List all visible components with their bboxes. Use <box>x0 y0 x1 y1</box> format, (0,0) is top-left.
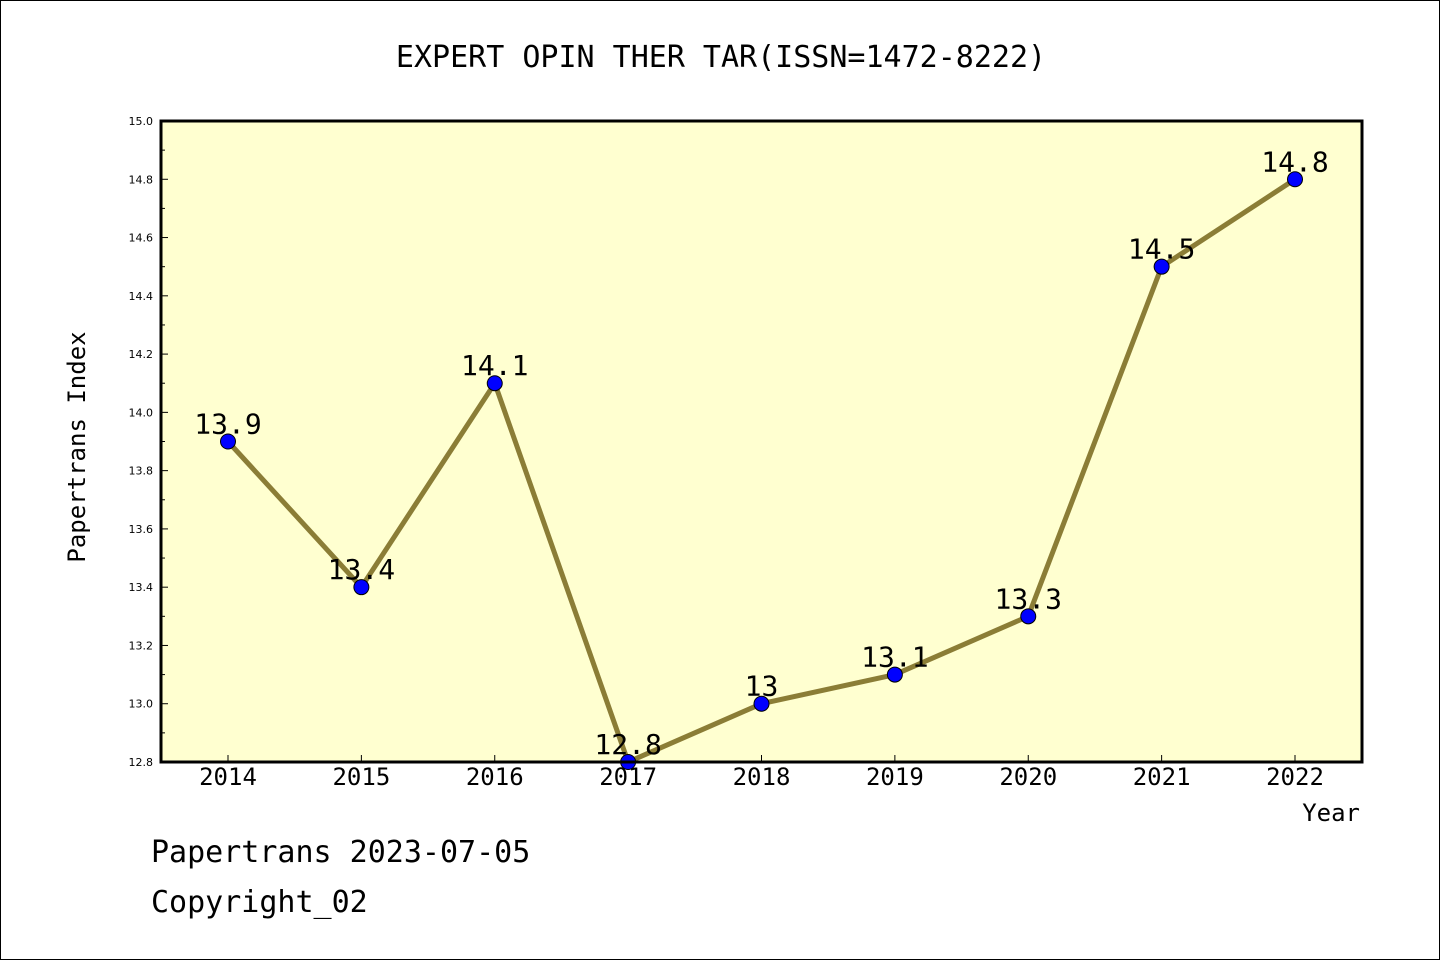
data-label: 14.8 <box>1261 145 1328 178</box>
x-tick-label: 2022 <box>1266 763 1324 791</box>
data-labels: 13.9 13.4 14.1 12.8 13 13.1 13.3 14.5 14.8 <box>194 145 1328 761</box>
data-point <box>1153 258 1170 275</box>
axis-ticks: 12.8 13.0 13.2 13.4 13.6 13.8 14.0 14.2 14.4 14.6… <box>129 115 1324 791</box>
data-point <box>1287 171 1303 188</box>
x-tick-label: 2020 <box>999 763 1057 791</box>
data-point <box>1020 608 1037 625</box>
chart-title: EXPERT OPIN THER TAR(ISSN=1472-8222) <box>396 40 1046 75</box>
x-tick-label: 2018 <box>733 763 791 791</box>
footer-date-text: Papertrans 2023-07-05 <box>151 835 531 870</box>
data-label: 13 <box>745 670 779 703</box>
y-tick-label: 13.2 <box>129 639 154 652</box>
y-tick-label: 13.8 <box>129 465 154 478</box>
x-tick-label: 2016 <box>466 763 524 791</box>
y-tick-label: 13.0 <box>129 698 154 711</box>
data-label: 13.9 <box>194 408 261 441</box>
data-point <box>220 433 236 450</box>
x-tick-label: 2014 <box>199 763 257 791</box>
data-label: 13.1 <box>861 641 928 674</box>
data-label: 14.1 <box>461 349 528 382</box>
data-label: 13.3 <box>995 582 1062 615</box>
data-point <box>353 579 370 596</box>
data-point <box>886 666 903 683</box>
y-tick-label: 14.4 <box>129 290 154 303</box>
y-tick-label: 13.4 <box>129 581 154 594</box>
data-label: 12.8 <box>594 728 661 761</box>
footer-copyright-text: Copyright_02 <box>151 885 368 920</box>
y-tick-label: 13.6 <box>129 523 154 536</box>
y-tick-label: 14.0 <box>129 406 154 419</box>
y-tick-label: 12.8 <box>129 756 154 769</box>
data-point <box>753 695 770 712</box>
y-tick-label: 14.2 <box>129 348 154 361</box>
data-point <box>486 375 503 392</box>
y-tick-label: 14.6 <box>129 232 154 245</box>
data-points <box>220 171 1303 770</box>
y-tick-label: 14.8 <box>129 173 154 186</box>
y-tick-label: 15.0 <box>129 115 154 128</box>
data-label: 13.4 <box>328 553 395 586</box>
data-label: 14.5 <box>1128 233 1195 266</box>
x-tick-label: 2019 <box>866 763 924 791</box>
plot-frame <box>159 119 1364 764</box>
y-axis-label: Papertrans Index <box>63 331 91 562</box>
plot-area <box>161 121 1362 762</box>
x-tick-label: 2021 <box>1133 763 1191 791</box>
x-tick-label: 2015 <box>332 763 390 791</box>
x-axis-label: Year <box>1302 799 1360 827</box>
